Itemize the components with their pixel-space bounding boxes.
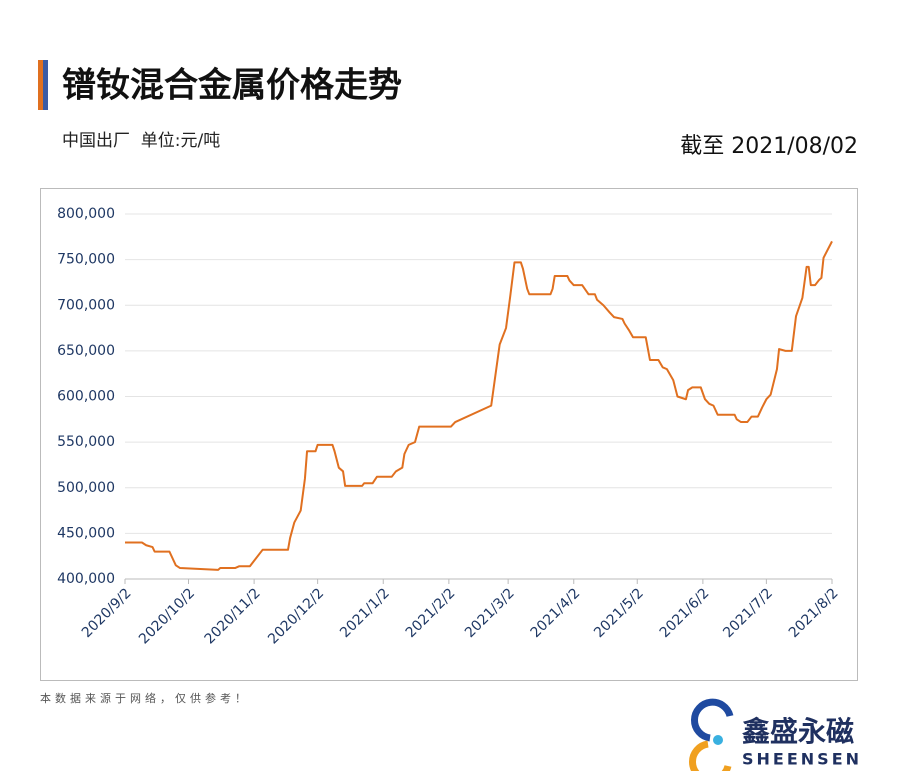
y-tick-label: 550,000 xyxy=(57,434,115,450)
accent-bar xyxy=(38,60,43,110)
price-line xyxy=(125,240,833,571)
y-tick-label: 650,000 xyxy=(57,343,115,359)
logo-icon xyxy=(689,698,734,771)
title: 镨钕混合金属价格走势 xyxy=(62,66,402,106)
y-tick-label: 600,000 xyxy=(57,389,115,405)
y-tick-label: 750,000 xyxy=(57,252,115,268)
subtitle: 中国出厂 单位:元/吨 xyxy=(62,131,220,151)
chart-frame xyxy=(40,188,858,681)
y-tick-label: 500,000 xyxy=(57,480,115,496)
accent-bar xyxy=(43,60,48,110)
footnote: 本数据来源于网络，仅供参考！ xyxy=(40,691,250,705)
logo-dot xyxy=(713,735,723,745)
brand-name: 鑫盛永磁 xyxy=(742,715,854,748)
logo-arc xyxy=(689,740,732,771)
y-tick-label: 800,000 xyxy=(57,206,115,222)
brand-en: SHEENSEN xyxy=(742,750,862,769)
y-tick-label: 400,000 xyxy=(57,571,115,587)
y-tick-label: 450,000 xyxy=(57,525,115,541)
y-tick-label: 700,000 xyxy=(57,297,115,313)
logo-arc xyxy=(691,698,734,742)
date-note: 截至 2021/08/02 xyxy=(680,134,858,159)
